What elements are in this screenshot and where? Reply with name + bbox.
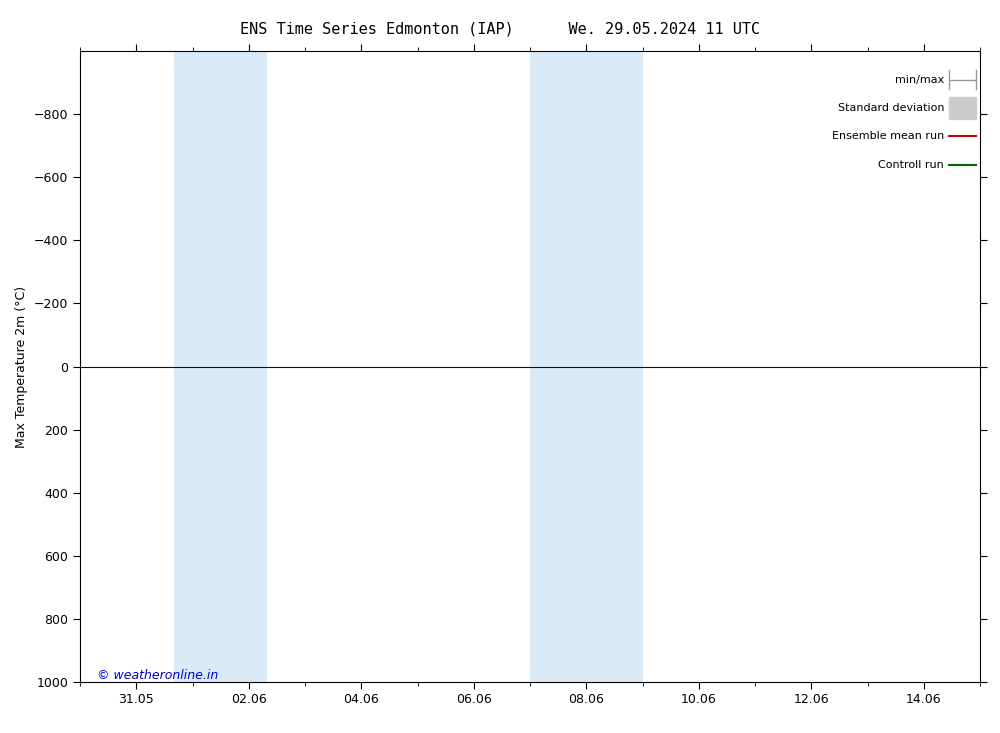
Text: min/max: min/max bbox=[895, 75, 944, 85]
Text: Controll run: Controll run bbox=[878, 160, 944, 170]
Bar bbox=[530, 51, 642, 682]
Bar bbox=[174, 51, 267, 682]
Text: Standard deviation: Standard deviation bbox=[838, 103, 944, 113]
FancyBboxPatch shape bbox=[948, 97, 976, 119]
Text: Ensemble mean run: Ensemble mean run bbox=[832, 131, 944, 141]
Text: ENS Time Series Edmonton (IAP)      We. 29.05.2024 11 UTC: ENS Time Series Edmonton (IAP) We. 29.05… bbox=[240, 22, 760, 37]
Text: © weatheronline.in: © weatheronline.in bbox=[97, 668, 218, 682]
Y-axis label: Max Temperature 2m (°C): Max Temperature 2m (°C) bbox=[15, 285, 28, 448]
